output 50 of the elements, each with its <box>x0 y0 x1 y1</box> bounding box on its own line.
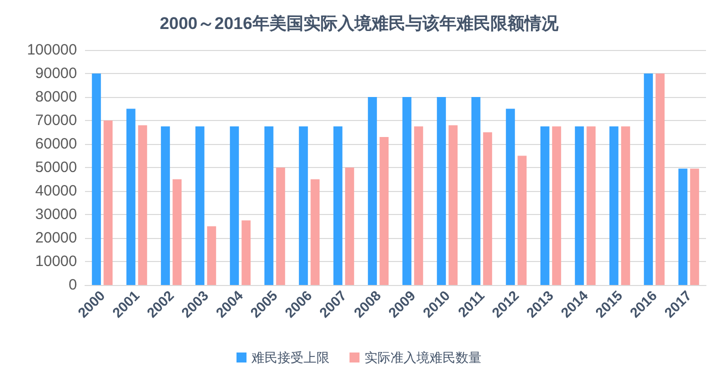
bar <box>448 125 458 285</box>
bar <box>540 126 550 285</box>
bar <box>242 220 251 285</box>
bar <box>380 136 389 285</box>
bar <box>368 97 377 285</box>
bar <box>230 126 239 285</box>
bar <box>207 226 216 285</box>
y-tick-label: 30000 <box>35 206 77 223</box>
bar <box>552 126 562 285</box>
bar <box>483 132 492 285</box>
bar <box>138 125 148 285</box>
bar <box>126 108 136 285</box>
bar <box>160 126 170 285</box>
bar <box>264 126 274 285</box>
bar <box>310 179 320 285</box>
legend-label: 难民接受上限 <box>250 350 330 365</box>
y-tick-label: 0 <box>68 276 77 294</box>
bar <box>644 74 653 285</box>
y-tick-label: 20000 <box>35 230 77 246</box>
y-tick-label: 100000 <box>26 42 77 58</box>
bar <box>414 126 424 285</box>
bar <box>690 168 700 285</box>
bar <box>609 126 618 285</box>
bar <box>586 126 596 285</box>
bar <box>92 74 101 285</box>
bar <box>656 74 665 285</box>
bar <box>506 108 515 285</box>
bar <box>298 126 308 285</box>
bar <box>518 156 527 285</box>
bar <box>402 97 412 285</box>
bar <box>345 168 354 285</box>
bar <box>621 126 630 285</box>
y-tick-label: 40000 <box>35 182 77 200</box>
chart-title: 2000～2016年美国实际入境难民与该年难民限额情况 <box>160 14 560 33</box>
bar <box>333 126 342 285</box>
y-tick-label: 90000 <box>35 65 77 82</box>
bar <box>104 120 113 285</box>
bar <box>276 168 286 285</box>
bar <box>195 126 204 285</box>
bar <box>678 168 688 285</box>
bar <box>436 97 446 285</box>
bar <box>574 126 584 285</box>
bar <box>172 179 182 285</box>
y-tick-label: 70000 <box>35 112 77 129</box>
y-tick-label: 80000 <box>35 88 77 106</box>
y-tick-label: 50000 <box>35 159 77 176</box>
bar <box>471 97 480 285</box>
y-tick-label: 10000 <box>35 253 77 270</box>
y-tick-label: 60000 <box>35 136 77 152</box>
legend-label: 实际准入境难民数量 <box>364 350 482 365</box>
